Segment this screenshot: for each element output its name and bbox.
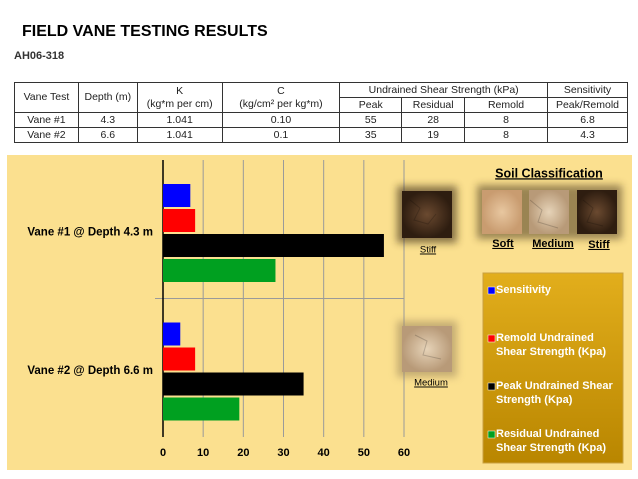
legend-swatch [487, 334, 496, 343]
soil-annotation: Stiff [420, 245, 437, 256]
legend-label: Peak Undrained Shear Strength (Kpa) [496, 380, 613, 406]
x-tick-label: 0 [160, 447, 166, 459]
legend-swatch [487, 430, 496, 439]
x-tick-label: 60 [398, 447, 410, 459]
legend-swatch [487, 382, 496, 391]
header-unit: (kg*m per cm) [146, 97, 213, 110]
header-text: K [176, 84, 184, 97]
header-cell: Residual [401, 97, 466, 113]
header-cell: Vane Test [14, 82, 79, 113]
medium-soil-image [529, 190, 569, 234]
legend-entry: Peak Undrained Shear Strength (Kpa) [496, 380, 613, 406]
x-tick-label: 50 [358, 447, 370, 459]
header-text: C [277, 84, 285, 97]
x-tick-label: 20 [237, 447, 249, 459]
legend-entry: Residual Undrained Shear Strength (Kpa) [496, 428, 607, 454]
stiff-soil-image [402, 191, 452, 238]
bar [163, 372, 304, 396]
header-cell: K (kg*m per cm) [136, 82, 223, 113]
category-label: Vane #1 @ Depth 4.3 m [27, 226, 153, 238]
bar [163, 322, 181, 346]
bar [163, 397, 240, 421]
legend-label: Residual Undrained Shear Strength (Kpa) [496, 428, 607, 454]
bar [163, 209, 196, 232]
table-cell: 0.10 [221, 112, 341, 128]
table-cell: Vane #2 [14, 127, 79, 143]
x-tick-label: 40 [318, 447, 330, 459]
bar [163, 184, 191, 207]
page-title: FIELD VANE TESTING RESULTS [22, 23, 268, 40]
soil-images [397, 185, 622, 377]
table-cell: 0.1 [221, 127, 341, 143]
soft-soil-image [482, 190, 522, 234]
header-cell: C (kg/cm² per kg*m) [221, 82, 341, 113]
table-cell: 4.3 [77, 112, 138, 128]
results-table: Vane Test Depth (m) K (kg*m per cm) C (kg/… [14, 82, 629, 143]
soil-label: Stiff [588, 239, 610, 251]
legend-box [482, 272, 624, 464]
table-cell: Vane #1 [14, 112, 79, 128]
soil-label: Soft [492, 238, 514, 250]
bar [163, 259, 276, 282]
header-unit: (kg/cm² per kg*m) [239, 97, 323, 110]
x-tick-label: 10 [197, 447, 209, 459]
stiff-soil-image [577, 190, 617, 234]
table-row: Vane #2 6.6 1.041 0.1 35 19 8 4.3 [14, 127, 629, 143]
x-tick-label: 30 [277, 447, 289, 459]
category-label: Vane #2 @ Depth 6.6 m [27, 365, 153, 377]
legend-swatch [487, 286, 496, 295]
bar [163, 347, 196, 371]
table-row: Vane #1 4.3 1.041 0.10 55 28 8 6.8 [14, 112, 629, 128]
legend-entry: Remold Undrained Shear Strength (Kpa) [496, 332, 607, 358]
bar [163, 234, 384, 257]
soil-classification-title: Soil Classification [495, 166, 603, 180]
legend-label: Remold Undrained Shear Strength (Kpa) [496, 332, 607, 358]
table-cell: 19 [401, 127, 466, 143]
borehole-id: AH06-318 [14, 50, 65, 62]
soil-annotation: Medium [414, 378, 448, 389]
legend-entry: Sensitivity [496, 284, 552, 296]
table-cell: 4.3 [546, 127, 629, 143]
medium-soil-image [402, 326, 452, 372]
legend-label: Sensitivity [496, 284, 552, 296]
table-cell: 1.041 [136, 127, 223, 143]
table-cell: 6.6 [77, 127, 138, 143]
soil-label: Medium [532, 238, 574, 250]
